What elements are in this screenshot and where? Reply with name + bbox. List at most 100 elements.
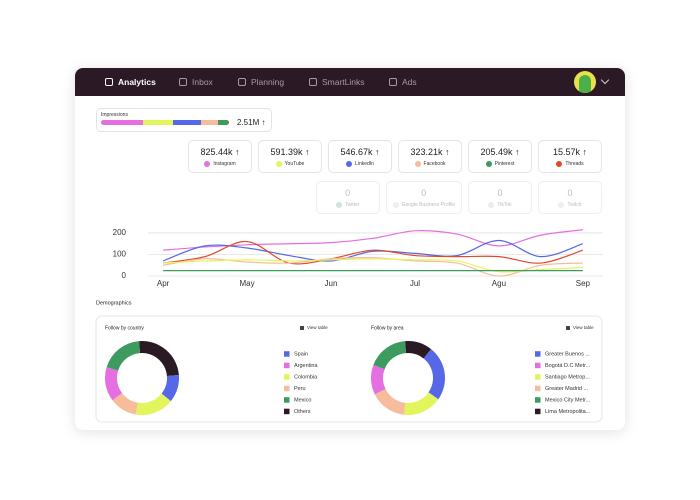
nav-icon <box>179 78 187 86</box>
donut-title: Follow by country <box>105 325 144 331</box>
x-tick-label: Jul <box>410 279 420 288</box>
network-dot <box>556 160 563 167</box>
network-name: Facebook <box>423 160 446 167</box>
donut-title: Follow by area <box>371 325 404 331</box>
network-dot <box>204 160 211 167</box>
network-dot <box>488 201 495 208</box>
x-tick-label: Apr <box>157 279 170 288</box>
network-name: LinkedIn <box>355 160 374 167</box>
stat-card[interactable]: 825.44k ↑ Instagram <box>188 140 252 173</box>
stat-row: 825.44k ↑ Instagram 591.39k ↑ YouTube 546.67… <box>188 140 602 173</box>
donut-slice <box>161 375 179 402</box>
y-tick-label: 200 <box>113 228 127 237</box>
legend-swatch <box>535 362 541 369</box>
network-name: Threads <box>565 160 584 167</box>
series-line <box>163 258 583 273</box>
avatar-figure <box>579 75 591 93</box>
view-table-icon <box>300 326 304 330</box>
stat-name: LinkedIn <box>346 160 374 167</box>
donut-slice <box>423 349 445 400</box>
stat-value: 825.44k ↑ <box>200 146 240 157</box>
stat-card[interactable]: 323.21k ↑ Facebook <box>398 140 462 173</box>
stat-name: Threads <box>556 160 584 167</box>
nav-item[interactable]: Inbox <box>179 77 213 87</box>
legend-swatch <box>535 351 541 357</box>
stat-card[interactable]: 591.39k ↑ YouTube <box>258 140 322 173</box>
stat-card[interactable]: 0 Twitch <box>538 181 602 214</box>
series-line <box>163 256 583 277</box>
stat-card[interactable]: 205.49k ↑ Pinterest <box>468 140 532 173</box>
nav-item[interactable]: SmartLinks <box>309 77 365 87</box>
legend-label: Mexico City Metr... <box>545 397 591 403</box>
network-dot <box>558 201 565 208</box>
network-dot <box>335 201 342 208</box>
donut-slice <box>373 341 407 370</box>
network-dot <box>485 160 492 167</box>
x-tick-label: Sep <box>576 279 591 288</box>
donut-slice <box>371 364 386 395</box>
stat-name: Facebook <box>414 160 446 167</box>
nav-label: Analytics <box>118 77 156 87</box>
stat-value: 0 <box>567 187 573 198</box>
legend-swatch <box>535 374 541 380</box>
stat-value: 323.21k ↑ <box>410 146 450 157</box>
stat-value: 0 <box>345 187 351 198</box>
legend-swatch <box>284 408 290 415</box>
network-dot <box>346 160 353 167</box>
stat-value: 205.49k ↑ <box>480 146 520 157</box>
impressions-label: Impressions <box>101 112 128 118</box>
top-bar: Analytics Inbox Planning SmartLinks Ads <box>75 68 625 96</box>
demographics-card <box>95 315 603 423</box>
donut-slice <box>374 389 406 415</box>
legend-label: Others <box>294 409 311 415</box>
nav-item[interactable]: Analytics <box>105 77 156 87</box>
legend-swatch <box>284 351 290 357</box>
stat-card[interactable]: 0 Google Business Profile <box>385 181 462 214</box>
legend-label: Colombia <box>294 374 318 380</box>
donut-slice <box>112 393 138 415</box>
y-tick-label: 100 <box>113 250 127 259</box>
avatar[interactable] <box>574 71 596 93</box>
network-name: Twitch <box>567 201 582 208</box>
legend-swatch <box>284 374 290 380</box>
series-line <box>162 239 584 262</box>
view-table-link: View table <box>573 325 594 330</box>
stat-card[interactable]: 0 TikTok <box>468 181 532 214</box>
network-name: TikTok <box>497 201 512 208</box>
donut-slice <box>403 392 439 415</box>
network-dot <box>275 160 282 167</box>
x-tick-label: Agu <box>492 279 506 288</box>
legend-label: Santiago Metrop... <box>545 374 590 380</box>
legend-swatch <box>284 385 290 392</box>
legend-label: Greater Madrid ... <box>545 386 589 392</box>
stat-value: 15.57k ↑ <box>552 146 588 157</box>
stat-name: Google Business Profile <box>392 201 455 208</box>
network-name: Pinterest <box>494 160 515 167</box>
y-tick-label: 0 <box>122 271 127 280</box>
nav-icon <box>105 78 113 86</box>
demographics-title: Demographics <box>96 300 132 306</box>
donut-slice <box>105 367 123 401</box>
legend-label: Peru <box>294 386 306 392</box>
network-dot <box>414 160 421 167</box>
stat-card[interactable]: 0 Twitter <box>315 181 380 214</box>
nav-item[interactable]: Ads <box>389 77 417 87</box>
nav-icon <box>389 78 397 86</box>
legend-swatch <box>284 362 290 369</box>
donut-slice <box>405 341 432 359</box>
stat-value: 546.67k ↑ <box>340 146 380 157</box>
nav-label: Planning <box>251 77 285 87</box>
legend-label: Bogotá D.C Metr... <box>545 363 591 369</box>
legend-label: Spain <box>294 351 308 357</box>
legend-swatch <box>535 385 541 392</box>
stat-card[interactable]: 15.57k ↑ Threads <box>538 140 602 173</box>
network-name: Instagram <box>213 160 236 167</box>
legend-swatch <box>535 397 541 403</box>
nav-icon <box>238 78 246 86</box>
stat-name: YouTube <box>275 160 304 167</box>
nav-item[interactable]: Planning <box>238 77 284 87</box>
impressions-segment <box>101 120 144 125</box>
stat-card[interactable]: 546.67k ↑ LinkedIn <box>328 140 392 173</box>
